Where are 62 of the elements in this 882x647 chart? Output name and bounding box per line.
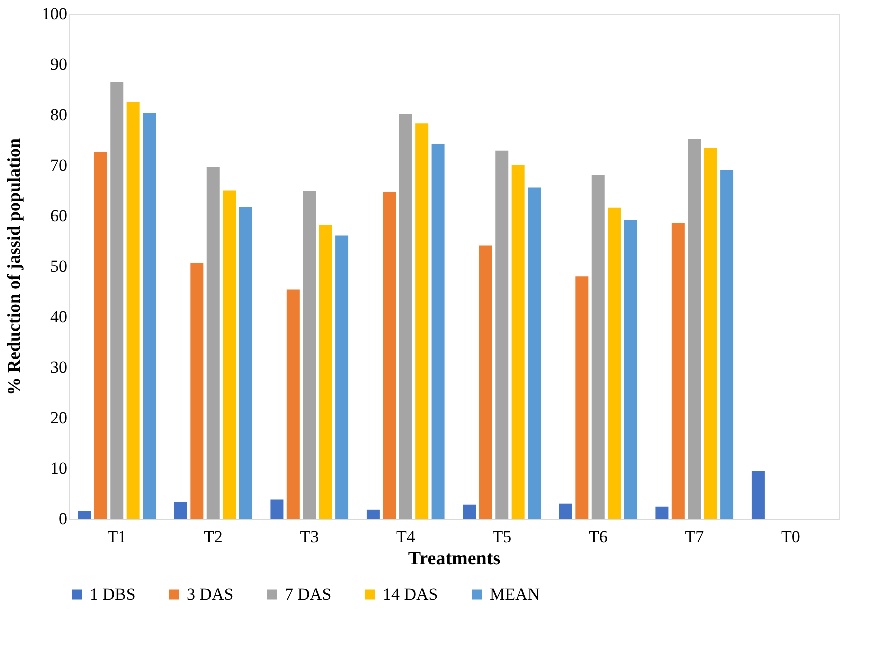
bar [512, 164, 525, 519]
bar [223, 190, 236, 519]
y-tick-label: 70 [50, 156, 68, 175]
x-tick-label: T0 [781, 528, 800, 546]
bar [463, 504, 476, 519]
bar [624, 220, 638, 519]
legend-label: 1 DBS [90, 584, 136, 604]
y-tick-label: 0 [59, 510, 68, 528]
bar [303, 191, 316, 519]
x-tick-label: T5 [492, 528, 512, 546]
bar [688, 139, 702, 519]
bar [399, 114, 412, 519]
bar [206, 167, 220, 519]
x-tick-label: T3 [300, 528, 320, 546]
y-tick-label: 40 [50, 308, 68, 326]
bar [752, 471, 765, 519]
bar [608, 208, 622, 519]
y-tick-label: 90 [50, 55, 68, 74]
bar [143, 112, 156, 519]
bar [704, 148, 718, 519]
bar [383, 192, 396, 519]
bar [592, 175, 605, 519]
x-axis-title: Treatments [408, 548, 501, 570]
y-tick-label: 60 [50, 206, 68, 226]
legend-label: 7 DAS [285, 584, 332, 604]
y-tick-label: 20 [50, 408, 68, 428]
bar [559, 504, 572, 519]
bar [286, 290, 300, 519]
bar [366, 510, 380, 519]
x-tick-label: T7 [685, 528, 705, 546]
y-tick-label: 50 [50, 257, 68, 276]
bar [720, 170, 734, 519]
bar [336, 236, 349, 519]
x-tick-label: T6 [588, 528, 608, 546]
bar [528, 188, 542, 519]
y-tick-label: 10 [50, 459, 68, 478]
y-tick-label: 80 [50, 106, 68, 124]
bar [94, 152, 108, 519]
y-tick-label: 30 [50, 358, 68, 377]
x-tick-label: T4 [396, 528, 416, 546]
legend-label: 14 DAS [383, 584, 438, 604]
bar [174, 502, 188, 519]
x-tick-label: T2 [204, 528, 223, 546]
bar [270, 500, 284, 519]
bar [78, 511, 92, 519]
bar [479, 246, 492, 519]
bar [319, 225, 332, 519]
y-axis-title: % Reduction of jassid population [4, 138, 24, 396]
bar [239, 207, 252, 519]
legend-label: 3 DAS [187, 584, 234, 604]
bar [656, 506, 669, 519]
x-tick-label: T1 [108, 528, 127, 546]
legend-label: MEAN [490, 584, 540, 604]
bar [672, 223, 685, 519]
bar [496, 150, 509, 519]
bar [126, 102, 140, 519]
bar [190, 263, 204, 519]
bar [432, 144, 445, 519]
y-tick-label: 100 [42, 4, 68, 24]
bar [416, 124, 429, 519]
bar [576, 276, 589, 519]
bar [110, 82, 124, 519]
